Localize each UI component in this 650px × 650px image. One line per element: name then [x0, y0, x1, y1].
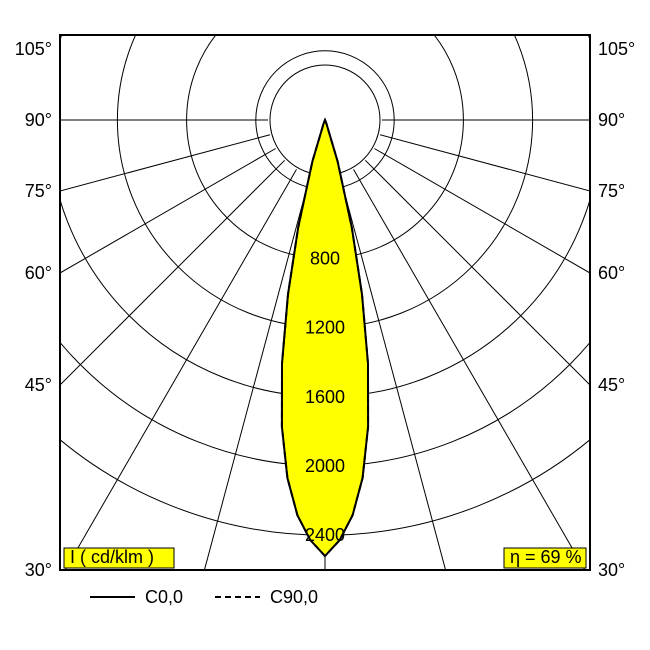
- angle-label-right: 90°: [598, 110, 625, 130]
- ring-label: 1600: [305, 387, 345, 407]
- angle-label-left: 90°: [25, 110, 52, 130]
- ring-label: 2000: [305, 456, 345, 476]
- polar-luminous-intensity-chart: 800 1200 1600 2000 2400 105° 105° 90° 90° 75° 75° 6…: [0, 0, 650, 650]
- radial-gridline: [0, 135, 270, 279]
- polar-diagram-container: 800 1200 1600 2000 2400 105° 105° 90° 90° 75° 75° 6…: [0, 0, 650, 650]
- angle-label-left: 75°: [25, 181, 52, 201]
- ring-label: 800: [310, 248, 340, 268]
- angle-label-right: 105°: [598, 39, 635, 59]
- efficiency-label-text: η = 69 %: [510, 547, 582, 567]
- angle-label-right: 45°: [598, 375, 625, 395]
- angle-label-left: 60°: [25, 263, 52, 283]
- intensity-curve-c0: [282, 120, 368, 556]
- angle-label-right: 75°: [598, 181, 625, 201]
- unit-label-text: I ( cd/klm ): [70, 547, 154, 567]
- angle-label-left: 45°: [25, 375, 52, 395]
- angle-label-right: 60°: [598, 263, 625, 283]
- angle-label-left: 30°: [25, 560, 52, 580]
- angle-label-right: 30°: [598, 560, 625, 580]
- radial-gridline: [380, 135, 650, 279]
- ring-label: 1200: [305, 318, 345, 338]
- legend-label-C90,0: C90,0: [270, 587, 318, 607]
- ring-label: 2400: [305, 525, 345, 545]
- legend-label-C0,0: C0,0: [145, 587, 183, 607]
- angle-label-left: 105°: [15, 39, 52, 59]
